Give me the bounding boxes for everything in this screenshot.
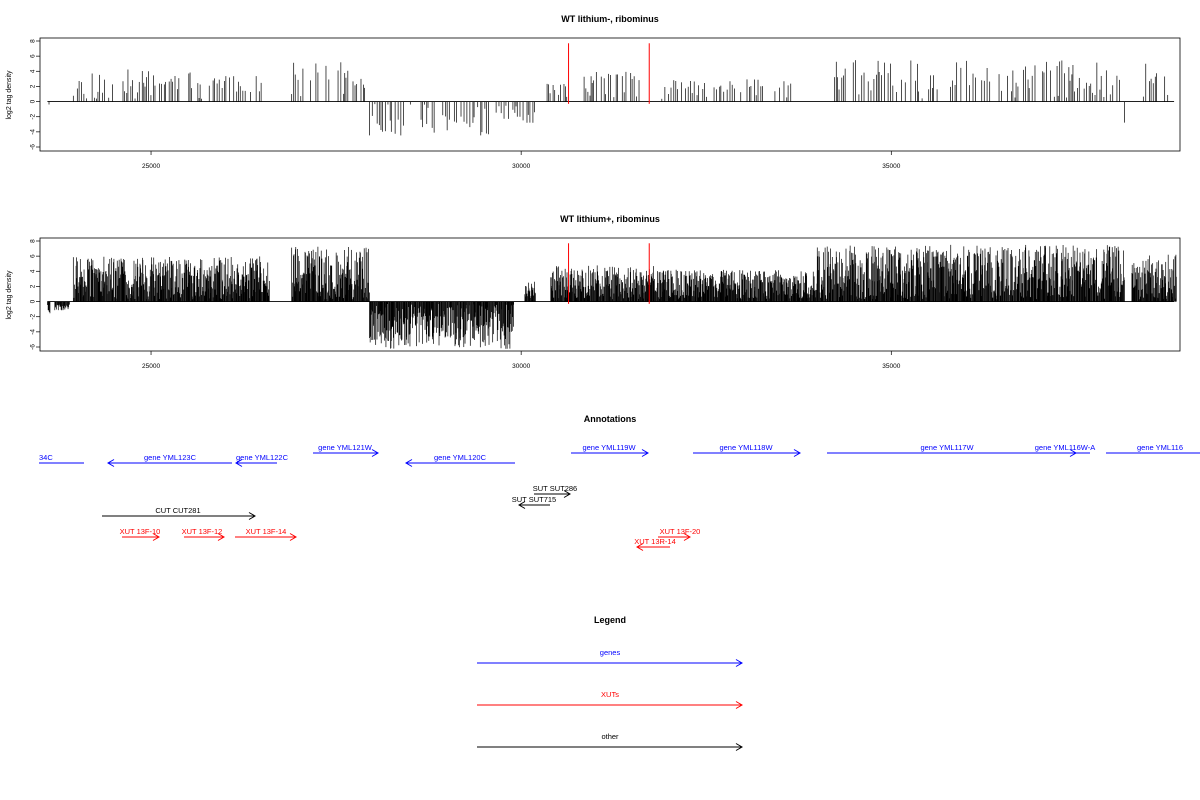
feature-label: XUT 13F-14 — [246, 527, 287, 536]
y-tick-label: -4 — [30, 329, 37, 335]
feature-arrow — [693, 449, 801, 457]
density-bars — [47, 244, 1177, 349]
feature-arrow — [313, 449, 379, 457]
feature-arrow — [518, 501, 550, 509]
feature-arrow — [658, 533, 691, 541]
y-tick-label: 2 — [30, 84, 37, 88]
x-tick-label: 35000 — [882, 363, 900, 370]
legend-arrow — [477, 701, 743, 709]
feature-label: XUT 13F-20 — [660, 527, 701, 536]
legend: Legend genes XUTs other — [477, 615, 743, 751]
y-axis-label: log2 tag density — [6, 70, 13, 120]
x-tick-label: 30000 — [512, 163, 530, 170]
feature-arrow — [571, 449, 649, 457]
feature-label: gene YML123C — [144, 453, 197, 462]
feature-label: CUT CUT281 — [155, 506, 200, 515]
feature-label: gene YML119W — [582, 443, 636, 452]
x-tick-label: 30000 — [512, 363, 530, 370]
panel-lithium-minus: WT lithium-, ribominus log2 tag density … — [6, 14, 1181, 170]
y-tick-label: -2 — [30, 313, 37, 319]
feature-arrow — [405, 459, 515, 467]
feature-arrow — [235, 459, 277, 467]
panel-title: WT lithium-, ribominus — [561, 14, 659, 24]
feature-label: XUT 13R-14 — [634, 537, 676, 546]
y-tick-label: 6 — [30, 54, 37, 58]
legend-arrow — [477, 743, 743, 751]
feature-label: gene YML116W-A — [1035, 443, 1095, 452]
y-axis-label: log2 tag density — [6, 270, 13, 320]
x-tick-label: 25000 — [142, 163, 160, 170]
annotations-title: Annotations — [584, 414, 637, 424]
feature-label: gene YML118W — [719, 443, 773, 452]
annotations-panel: Annotations 34C gene YML123C gene YML122C g… — [39, 414, 1200, 551]
y-tick-label: 8 — [30, 239, 37, 243]
y-tick-label: 6 — [30, 254, 37, 258]
y-tick-label: 0 — [30, 99, 37, 103]
feature-arrow — [122, 533, 160, 541]
legend-label: other — [601, 732, 619, 741]
feature-label: 34C — [39, 453, 53, 462]
density-bars — [48, 60, 1169, 136]
feature-arrow — [184, 533, 225, 541]
y-tick-label: -6 — [30, 344, 37, 350]
y-tick-label: -2 — [30, 113, 37, 119]
x-tick-label: 25000 — [142, 363, 160, 370]
plot-frame — [39, 237, 1181, 352]
y-tick-label: 8 — [30, 39, 37, 43]
legend-arrow — [477, 659, 743, 667]
feature-arrow — [102, 512, 256, 520]
y-tick-label: 0 — [30, 299, 37, 303]
feature-arrow — [107, 459, 232, 467]
feature-label: gene YML121W — [318, 443, 373, 452]
feature-label: SUT SUT715 — [512, 495, 556, 504]
feature-label: gene YML117W — [920, 443, 974, 452]
y-tick-label: -6 — [30, 144, 37, 150]
legend-label: XUTs — [601, 690, 619, 699]
plot-frame — [39, 37, 1181, 152]
feature-label: XUT 13F-12 — [182, 527, 223, 536]
feature-label: gene YML120C — [434, 453, 487, 462]
panel-title: WT lithium+, ribominus — [560, 214, 660, 224]
y-tick-label: 4 — [30, 69, 37, 73]
y-tick-label: 4 — [30, 269, 37, 273]
y-tick-label: -4 — [30, 129, 37, 135]
feature-label: XUT 13F-10 — [120, 527, 161, 536]
feature-label: SUT SUT286 — [533, 484, 577, 493]
feature-label: gene YML116 — [1137, 443, 1183, 452]
x-tick-label: 35000 — [882, 163, 900, 170]
feature-arrow — [636, 543, 670, 551]
legend-title: Legend — [594, 615, 626, 625]
feature-arrow — [534, 490, 571, 498]
legend-label: genes — [600, 648, 621, 657]
feature-label: gene YML122C — [236, 453, 289, 462]
feature-arrow — [235, 533, 297, 541]
y-tick-label: 2 — [30, 284, 37, 288]
panel-lithium-plus: WT lithium+, ribominus log2 tag density … — [6, 214, 1181, 370]
